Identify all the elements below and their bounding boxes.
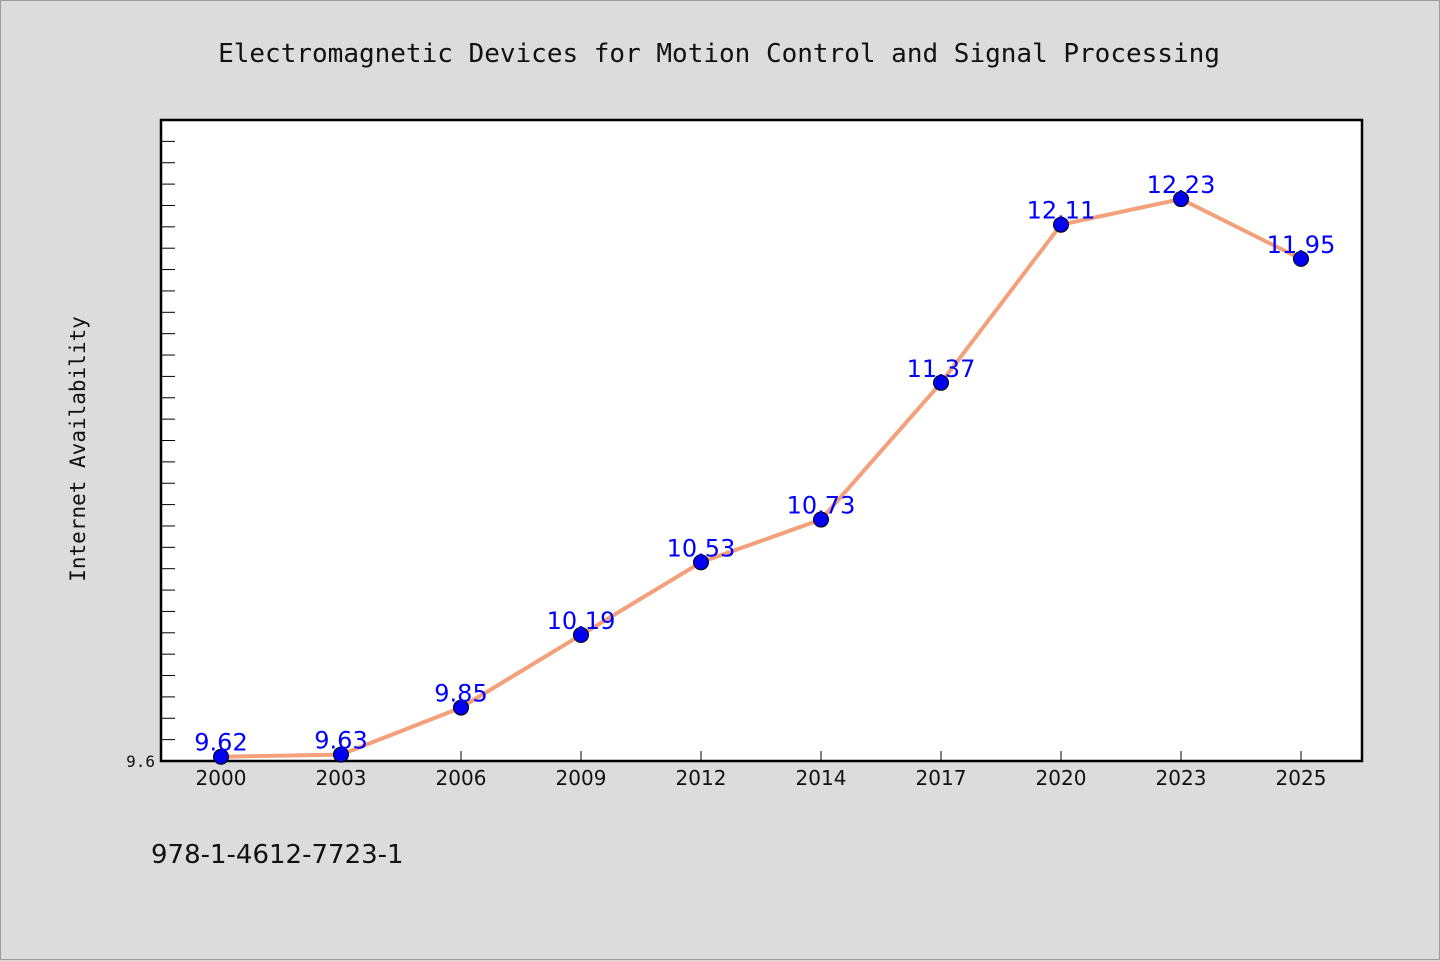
x-tick-label: 2020: [1036, 766, 1087, 790]
data-point: [1053, 216, 1069, 233]
x-tick-label: 2014: [796, 766, 847, 790]
x-tick-label: 2009: [556, 766, 607, 790]
x-tick-label: 2025: [1276, 766, 1327, 790]
series-line-group: [220, 197, 1302, 759]
data-label: 11.37: [907, 355, 976, 383]
x-tick-label: 2023: [1156, 766, 1207, 790]
x-tick-label: 2000: [196, 766, 247, 790]
data-point: [213, 748, 229, 765]
y-axis-ticks: 9.6: [126, 119, 175, 771]
marker-group: [213, 191, 1309, 765]
isbn-footer: 978-1-4612-7723-1: [151, 840, 404, 870]
y-tick-label: 9.6: [126, 752, 155, 771]
data-label: 10.53: [667, 534, 736, 562]
data-label: 12.23: [1147, 171, 1216, 199]
x-tick-label: 2012: [676, 766, 727, 790]
data-label-group: 9.62 9.63 9.85 10.19 10.53 10.73 11.37 12.11 12.…: [194, 171, 1335, 757]
data-point: [1293, 250, 1309, 267]
x-tick-label: 2017: [916, 766, 967, 790]
plot-area: [159, 118, 1364, 763]
series-line: [220, 197, 1302, 759]
data-point: [693, 554, 709, 571]
chart-title: Electromagnetic Devices for Motion Contr…: [218, 39, 1220, 69]
data-point: [453, 699, 469, 716]
data-point: [573, 626, 589, 643]
data-label: 9.62: [194, 729, 247, 757]
x-axis-ticks: 2000 2003 2006 2009 2012 2014 2017 2020 2023 2025: [196, 751, 1327, 790]
data-label: 10.73: [787, 492, 856, 520]
data-point: [333, 746, 349, 763]
data-point: [933, 374, 949, 391]
y-axis-label: Internet Availability: [66, 316, 90, 582]
data-label: 10.19: [547, 607, 616, 635]
data-label: 11.95: [1267, 231, 1336, 259]
x-tick-label: 2006: [436, 766, 487, 790]
data-point: [1173, 191, 1189, 208]
data-label: 9.85: [434, 680, 487, 708]
x-tick-label: 2003: [316, 766, 367, 790]
data-label: 12.11: [1027, 197, 1096, 225]
data-label: 9.63: [314, 727, 367, 755]
data-point: [813, 511, 829, 528]
